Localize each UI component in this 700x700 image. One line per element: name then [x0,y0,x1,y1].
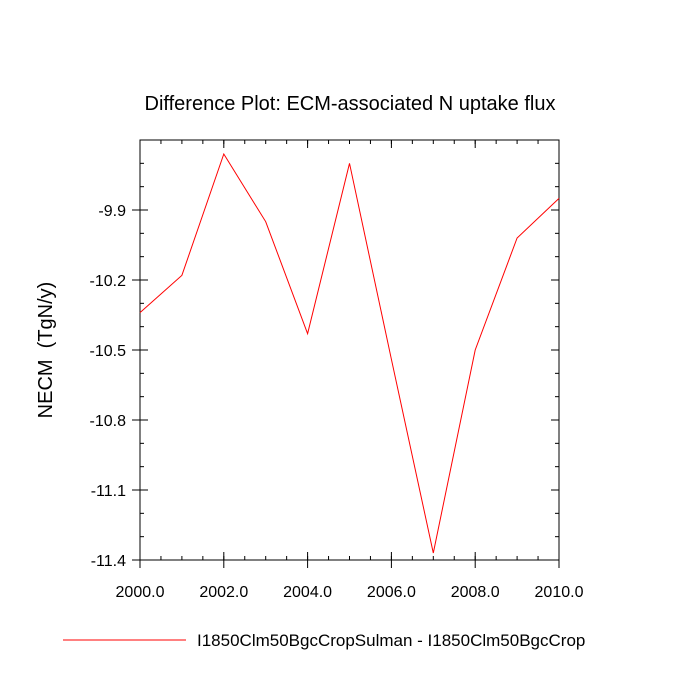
y-tick-label: -10.8 [90,413,127,430]
x-tick-label: 2004.0 [283,584,332,601]
x-tick-label: 2010.0 [535,584,584,601]
x-tick-label: 2008.0 [451,584,500,601]
series-layer [139,152,560,554]
chart-title: Difference Plot: ECM-associated N uptake… [145,93,556,115]
y-axis-ticks: -9.9 -10.2 -10.5 -10.8 -11.1 -11.4 [90,139,559,570]
y-tick-label: -11.1 [91,483,126,500]
y-tick-label: -11.4 [91,553,126,570]
plot-frame [139,139,560,561]
y-tick-label: -10.2 [90,273,127,290]
legend-entry-label: I1850Clm50BgcCropSulman - I1850Clm50BgcC… [197,631,585,650]
x-tick-label: 2006.0 [367,584,416,601]
series-line [139,152,560,554]
x-axis-ticks: 2000.0 2002.0 2004.0 2006.0 2008.0 2010.0 [116,140,584,601]
x-tick-label: 2000.0 [116,584,165,601]
y-tick-label: -10.5 [90,343,127,360]
y-axis-label: NECM (TgN/y) [35,282,57,419]
x-tick-label: 2002.0 [199,584,248,601]
y-tick-label: -9.9 [98,203,126,220]
